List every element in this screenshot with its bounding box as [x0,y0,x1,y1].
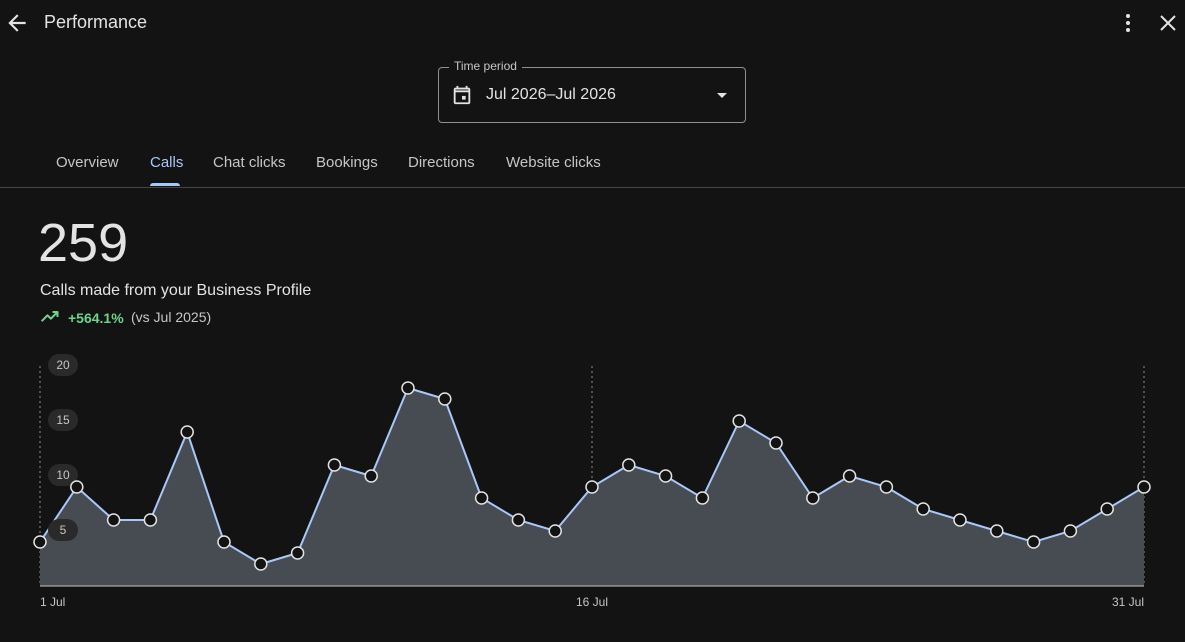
data-point [622,458,636,472]
metric-value: 259 [38,213,129,273]
arrow-back-icon[interactable] [4,10,30,36]
data-point [438,392,452,406]
y-tick-label-20: 20 [56,358,70,372]
data-point [33,535,47,549]
y-tick-chip-5 [48,519,78,541]
tab-overview[interactable]: Overview [56,154,119,171]
data-point [1063,524,1078,538]
y-tick-label-15: 15 [56,413,70,427]
tab-bookings[interactable]: Bookings [316,154,378,171]
time-period-select[interactable]: Time period Jul 2026–Jul 2026 [438,59,746,123]
calendar-icon [453,85,471,105]
tab-chat-clicks[interactable]: Chat clicks [213,154,286,171]
data-point [70,480,84,494]
x-tick-label-1: 16 Jul [576,595,608,609]
data-point [806,491,820,505]
trend-percentage: +564.1% [68,310,124,326]
data-point [769,436,783,450]
y-tick-label-5: 5 [60,523,67,537]
data-point [916,502,930,516]
y-tick-label-10: 10 [56,468,70,482]
data-point [254,557,268,571]
data-point [585,480,599,494]
data-point [695,491,710,505]
y-tick-chip-15 [48,409,78,431]
y-tick-chip-10 [48,464,78,486]
data-point [1026,535,1041,549]
data-point [180,425,194,439]
x-tick-label-2: 31 Jul [1112,595,1144,609]
data-point [474,491,489,505]
x-tick-label-0: 1 Jul [40,595,65,609]
data-point [143,513,158,527]
close-icon[interactable] [1156,11,1180,35]
data-point [732,414,746,428]
trend-comparison: (vs Jul 2025) [131,309,212,325]
data-point [106,513,121,527]
trending-up-icon [40,311,59,322]
page-title: Performance [44,12,148,32]
tab-directions[interactable]: Directions [408,154,475,171]
data-point [364,469,378,483]
tab-calls[interactable]: Calls [150,154,184,171]
data-point [658,469,673,483]
time-period-label: Time period [449,59,522,73]
tab-website-clicks[interactable]: Website clicks [506,154,601,171]
data-point [548,524,562,538]
time-period-value: Jul 2026–Jul 2026 [486,86,616,103]
tab-bar: Overview Calls Chat clicks Bookings Dire… [0,145,1185,188]
data-point [327,458,342,472]
data-point [511,513,526,527]
data-point [879,480,894,494]
dropdown-arrow-icon [717,93,727,98]
active-tab-indicator [150,183,180,186]
data-point [990,524,1004,538]
data-point [217,535,231,549]
data-point [953,513,967,527]
calls-chart: 5 10 15 20 1 Jul 16 Jul 31 Jul [33,354,1151,609]
data-point [842,469,857,483]
data-point [1100,502,1114,516]
y-tick-chip-20 [48,354,78,376]
more-vert-icon[interactable] [1116,11,1140,35]
header: Performance [0,0,1185,46]
data-point [1137,480,1151,494]
data-point [401,381,415,395]
metric-label: Calls made from your Business Profile [40,282,312,299]
data-point [290,546,305,560]
